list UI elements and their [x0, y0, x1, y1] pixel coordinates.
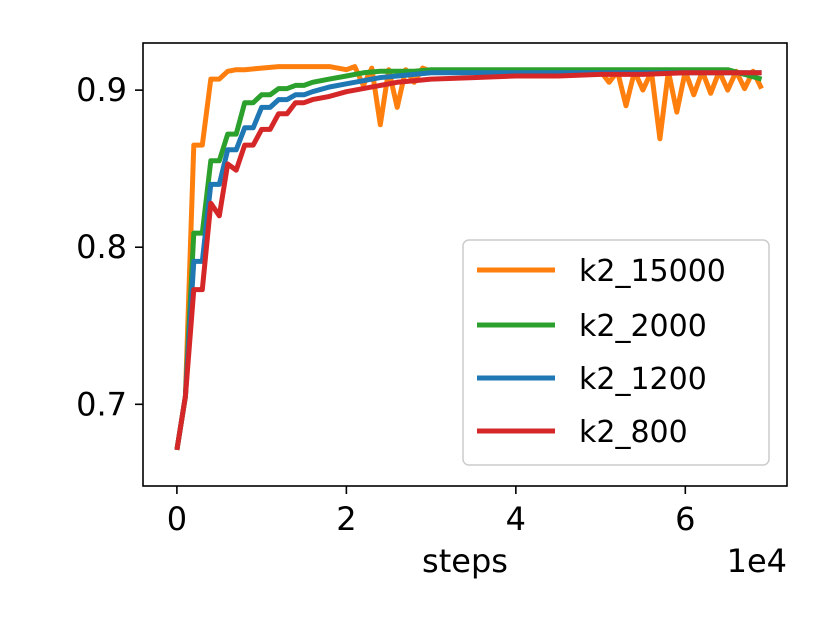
x-tick-label: 4 — [506, 500, 526, 538]
legend-label-k2-15000: k2_15000 — [579, 254, 726, 289]
x-tick-label: 2 — [336, 500, 356, 538]
x-axis-label: steps — [422, 542, 508, 580]
series-layer — [174, 64, 764, 451]
x-tick-label: 0 — [167, 500, 187, 538]
series-line-k2-2000 — [174, 67, 763, 451]
plot-frame — [142, 42, 788, 487]
series-line-k2-1200 — [174, 70, 762, 451]
x-tick-label: 6 — [675, 500, 695, 538]
legend: k2_15000 k2_2000 k2_1200 k2_800 — [462, 239, 770, 466]
y-tick-label: 0.8 — [76, 228, 127, 266]
x-axis-offset-label: 1e4 — [727, 542, 787, 580]
series-line-k2-800 — [174, 70, 762, 451]
y-tick-label: 0.9 — [76, 71, 127, 109]
legend-label-k2-1200: k2_1200 — [579, 362, 707, 397]
y-tick-label: 0.7 — [76, 385, 127, 423]
legend-label-k2-800: k2_800 — [579, 415, 688, 450]
y-axis-ticks: 0.7 0.8 0.9 — [76, 71, 143, 423]
legend-box — [462, 239, 770, 466]
x-axis-ticks: 0 2 4 6 — [167, 486, 695, 538]
legend-label-k2-2000: k2_2000 — [579, 309, 707, 344]
